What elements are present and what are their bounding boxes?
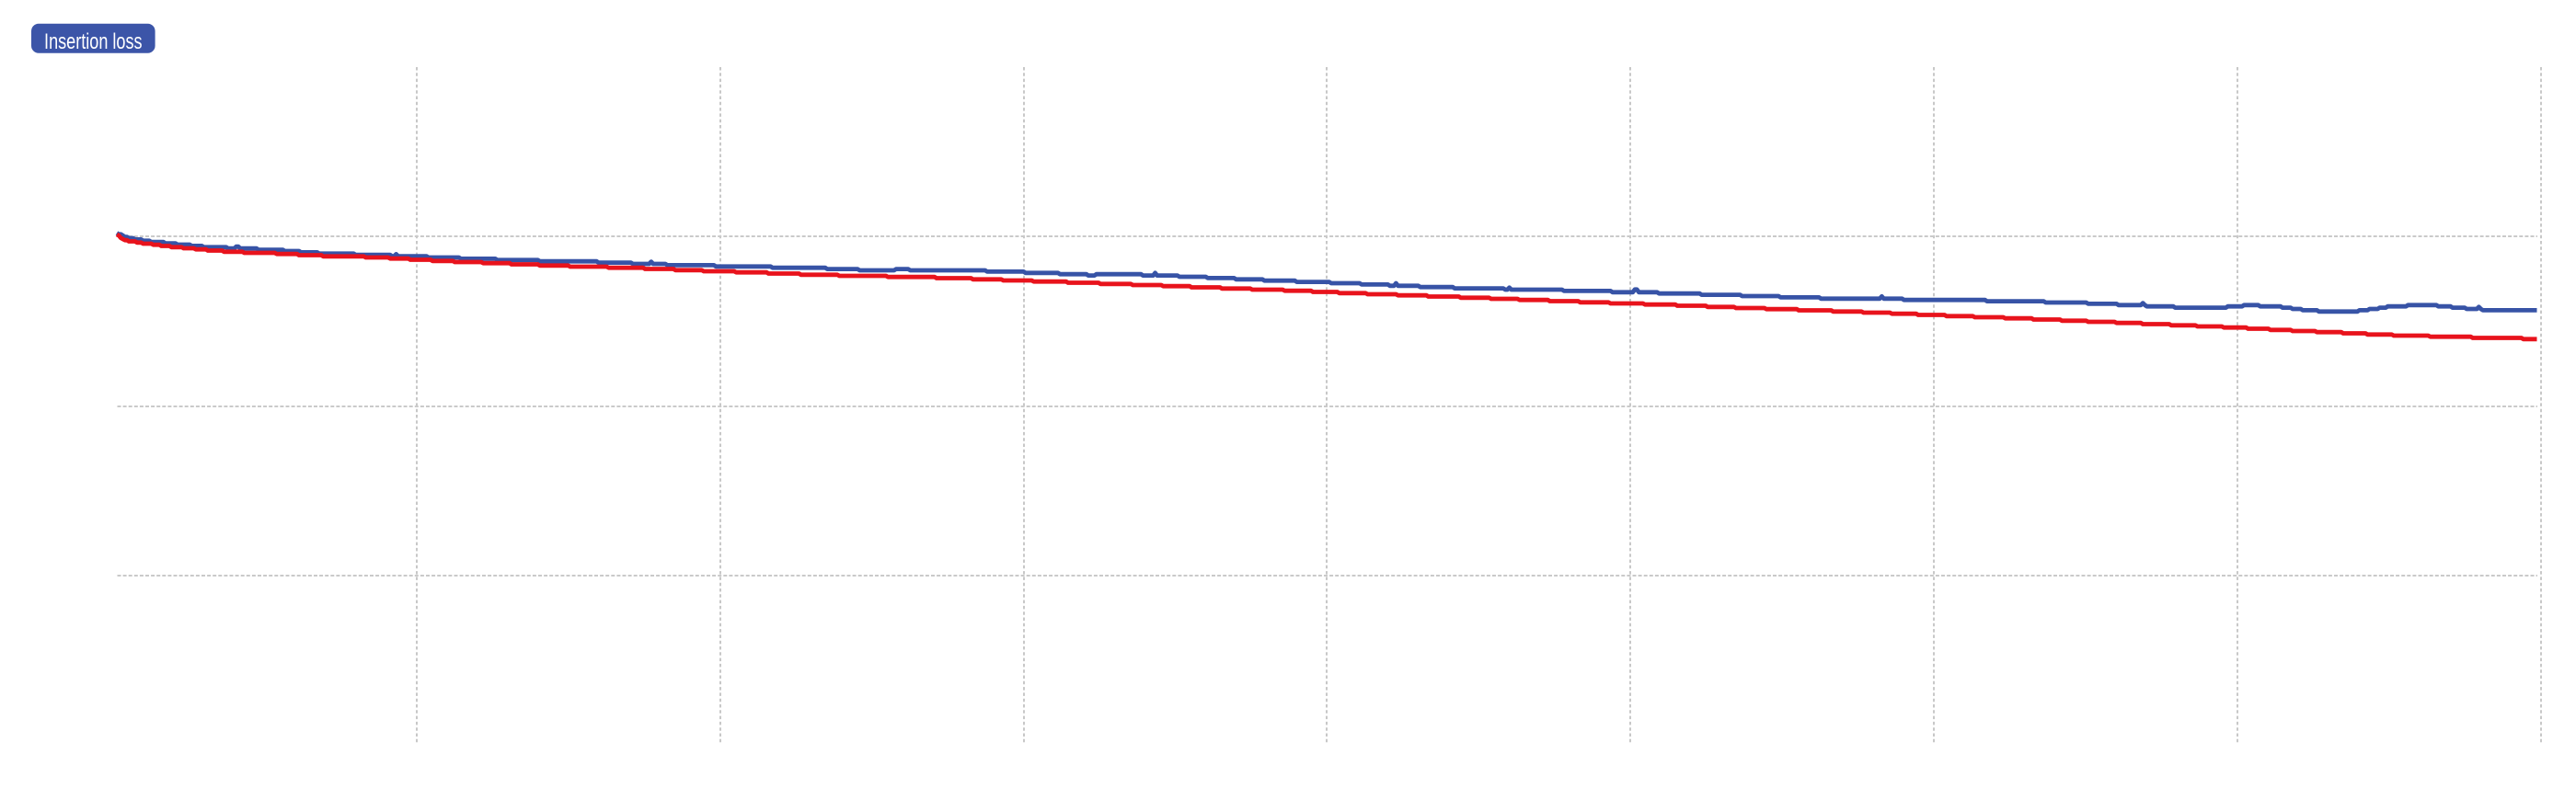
svg-text:Insertion loss: Insertion loss	[44, 29, 143, 54]
